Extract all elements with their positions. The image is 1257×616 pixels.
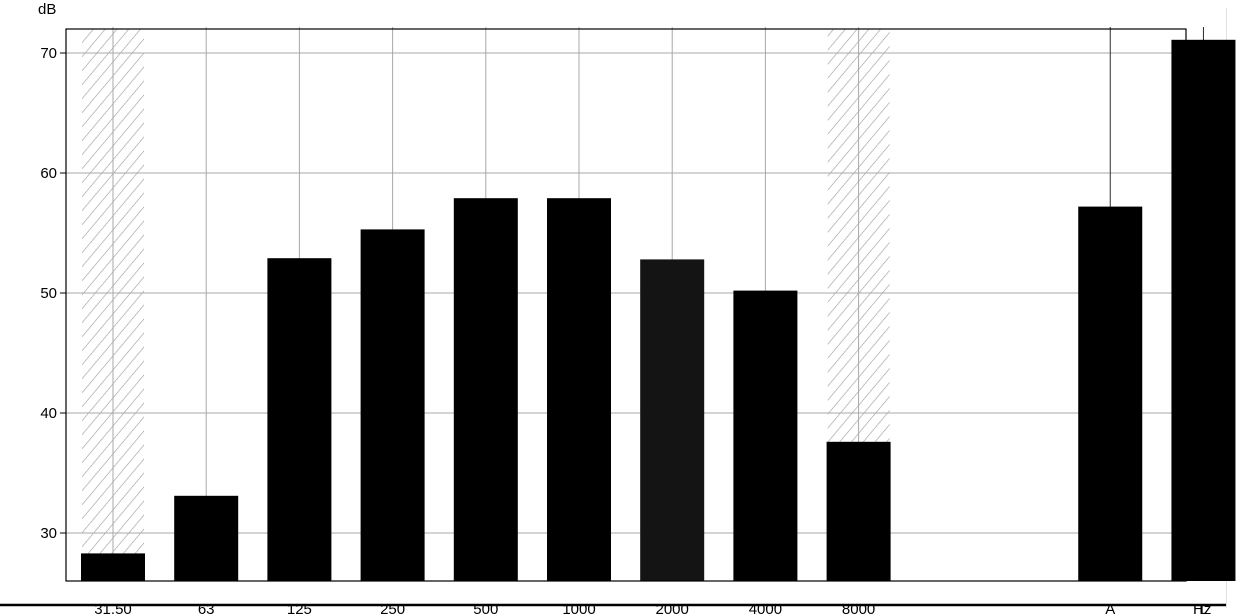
x-tick-label-250: 250 — [380, 601, 405, 616]
bar-layer — [81, 39, 1236, 582]
bar-A — [1078, 206, 1143, 581]
x-tick-label-125: 125 — [287, 601, 312, 616]
plot-frame — [65, 28, 1187, 582]
x-axis-unit-label: Hz — [1193, 601, 1211, 616]
bar-63 — [174, 495, 239, 581]
y-tick-label-70: 70 — [40, 45, 57, 62]
bar-125 — [267, 258, 332, 581]
y-tick-label-50: 50 — [40, 285, 57, 302]
x-tick-label-31-50: 31.50 — [94, 601, 132, 616]
x-tick-label-A: A — [1105, 601, 1115, 616]
bar-4000 — [733, 290, 798, 581]
x-tick-label-L: L — [1199, 601, 1207, 616]
bar-31-50 — [81, 553, 145, 581]
x-tick-label-4000: 4000 — [749, 601, 782, 616]
x-tick-label-500: 500 — [473, 601, 498, 616]
y-tick-labels: 30 40 50 60 70 — [40, 45, 57, 542]
bar-500 — [453, 198, 518, 581]
bar-8000 — [826, 441, 891, 581]
x-tick-label-2000: 2000 — [656, 601, 689, 616]
bar-250 — [360, 229, 425, 581]
bar-1000 — [547, 198, 611, 581]
y-tick-label-40: 40 — [40, 405, 57, 422]
y-tick-label-30: 30 — [40, 525, 57, 542]
y-axis-label: dB — [38, 1, 56, 18]
y-tick-label-60: 60 — [40, 165, 57, 182]
x-tick-label-8000: 8000 — [842, 601, 875, 616]
bar-L — [1171, 39, 1236, 582]
bar-2000 — [640, 259, 705, 581]
x-tick-label-63: 63 — [198, 601, 215, 616]
axis-layer — [0, 28, 1226, 607]
x-tick-labels: 31.50 63 125 250 500 1000 2000 4000 8000 A L — [94, 601, 1207, 616]
x-tick-label-1000: 1000 — [562, 601, 595, 616]
